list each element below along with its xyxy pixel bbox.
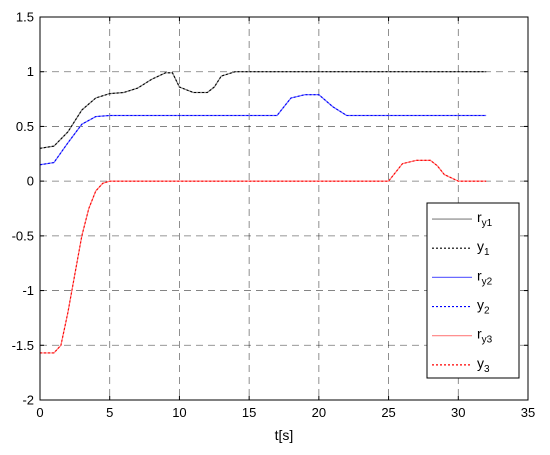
series-layer <box>39 71 487 354</box>
legend-label: y2 <box>477 297 490 317</box>
y-tick-label: 0.5 <box>16 119 34 134</box>
legend-label: ry3 <box>477 326 493 346</box>
y-tick-label: -1.5 <box>12 338 34 353</box>
y-tick-label: -1 <box>22 283 34 298</box>
x-tick-label: 15 <box>242 405 256 420</box>
legend-label-main: r <box>477 267 482 283</box>
legend-label-sub: y2 <box>482 276 493 287</box>
y-tick-label: -0.5 <box>12 228 34 243</box>
legend-label: ry1 <box>477 209 493 229</box>
legend-label: y3 <box>477 355 490 375</box>
legend-label-main: y <box>477 355 484 371</box>
x-tick-label: 5 <box>106 405 113 420</box>
legend-label: y1 <box>477 238 490 258</box>
series-line-y-3 <box>40 159 487 354</box>
series-line-r-y2 <box>39 94 487 166</box>
legend-label-main: r <box>477 326 482 342</box>
legend-label-sub: y1 <box>482 218 493 229</box>
x-tick-label: 30 <box>451 405 465 420</box>
series-line-r-y1 <box>39 71 487 149</box>
x-axis-ticks: 0 5 10 15 20 25 30 35 <box>36 17 535 420</box>
legend-label: ry2 <box>477 267 493 287</box>
series-line-y-1 <box>39 71 487 149</box>
x-tick-label: 20 <box>312 405 326 420</box>
legend-label-main: y <box>477 238 484 254</box>
y-axis-ticks: -2 -1.5 -1 -0.5 0 0.5 1 1.5 <box>12 10 528 408</box>
legend-label-sub: y3 <box>482 335 493 346</box>
x-tick-label: 0 <box>36 405 43 420</box>
x-tick-label: 25 <box>381 405 395 420</box>
x-tick-label: 10 <box>172 405 186 420</box>
legend-label-main: y <box>477 297 484 313</box>
legend-label-sub: 2 <box>484 306 490 317</box>
y-tick-label: -2 <box>22 393 34 408</box>
legend-label-sub: 3 <box>484 364 490 375</box>
y-tick-label: 1 <box>27 64 34 79</box>
y-tick-label: 0 <box>27 174 34 189</box>
x-tick-label: 35 <box>521 405 535 420</box>
legend-label-sub: 1 <box>484 247 490 258</box>
series-line-r-y3 <box>40 159 487 354</box>
plot-frame <box>39 16 529 401</box>
series-line-y-2 <box>39 94 487 166</box>
legend-box <box>426 202 520 379</box>
x-axis-label: t[s] <box>275 427 294 443</box>
y-tick-label: 1.5 <box>16 10 34 25</box>
legend-label-main: r <box>477 209 482 225</box>
